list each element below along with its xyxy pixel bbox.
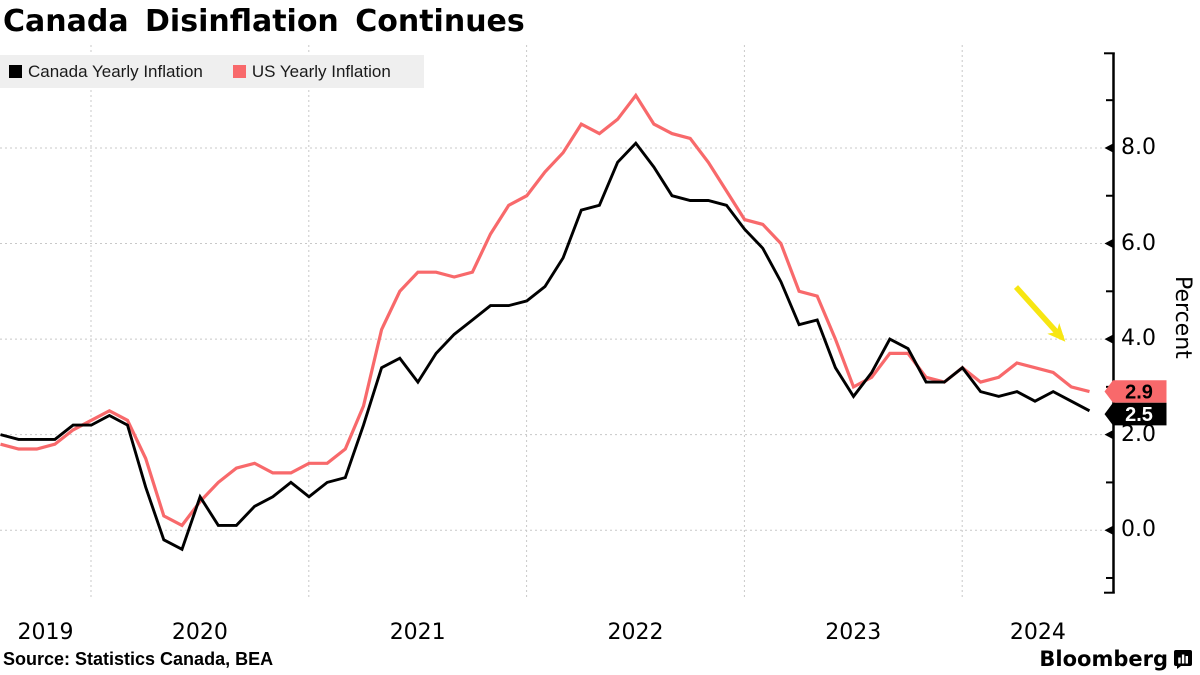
legend: Canada Yearly Inflation US Yearly Inflat…: [0, 55, 424, 88]
x-tick-label-2024: 2024: [1009, 620, 1066, 645]
bloomberg-logo-text: Bloomberg: [1039, 647, 1168, 671]
legend-label-canada: Canada Yearly Inflation: [28, 61, 203, 81]
y-tick-label: 0.0: [1121, 517, 1156, 543]
svg-text:2.9: 2.9: [1125, 382, 1153, 404]
x-tick-label-2020: 2020: [171, 620, 228, 645]
last-value-tag-us: 2.9: [1104, 380, 1167, 404]
bloomberg-logo: Bloomberg: [1039, 647, 1193, 671]
y-tick-label: 2.0: [1121, 421, 1156, 447]
svg-text:2.5: 2.5: [1125, 404, 1153, 426]
x-tick-label-2022: 2022: [607, 620, 664, 645]
chart-title: Canada Disinflation Continues: [3, 4, 525, 39]
y-tick-label: 8.0: [1121, 134, 1156, 160]
annotation-arrow-icon: [1013, 285, 1066, 342]
x-tick-label-2023: 2023: [825, 620, 882, 645]
y-tick-label: 4.0: [1121, 326, 1156, 352]
legend-label-us: US Yearly Inflation: [251, 61, 391, 81]
legend-item-us: US Yearly Inflation: [232, 61, 391, 82]
last-value-tag-canada: 2.5: [1104, 402, 1167, 426]
source-note: Source: Statistics Canada, BEA: [3, 649, 274, 669]
x-tick-label-2019: 2019: [17, 620, 74, 645]
us-inflation-line: [0, 92, 1090, 528]
canada-inflation-line: [0, 140, 1091, 552]
us-series-swatch-icon: [232, 65, 246, 78]
canada-series-swatch-icon: [9, 65, 22, 78]
legend-item-canada: Canada Yearly Inflation: [9, 62, 203, 82]
bloomberg-terminal-icon: [1174, 650, 1192, 669]
y-tick-label: 6.0: [1121, 230, 1156, 256]
x-tick-label-2021: 2021: [389, 620, 446, 645]
y-axis-title: Percent: [1170, 276, 1195, 359]
